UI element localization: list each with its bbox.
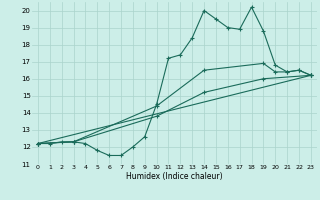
X-axis label: Humidex (Indice chaleur): Humidex (Indice chaleur) — [126, 172, 223, 181]
